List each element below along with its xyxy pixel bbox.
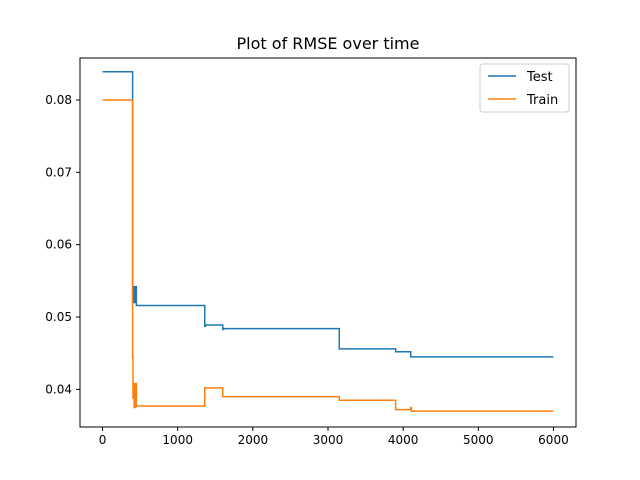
legend-label-test: Test (526, 70, 553, 85)
x-tick-label: 4000 (388, 433, 419, 447)
x-tick-label: 3000 (313, 433, 344, 447)
y-tick-label: 0.04 (45, 382, 72, 396)
x-tick-label: 0 (99, 433, 107, 447)
x-tick-label: 6000 (538, 433, 569, 447)
series-line-test (102, 71, 554, 358)
chart-title: Plot of RMSE over time (237, 34, 420, 53)
y-tick-label: 0.06 (45, 238, 72, 252)
y-tick-label: 0.08 (45, 93, 72, 107)
y-tick-label: 0.07 (45, 165, 72, 179)
legend-label-train: Train (526, 93, 558, 108)
x-axis: 0 1000 2000 3000 4000 5000 6000 (99, 427, 569, 447)
y-axis: 0.04 0.05 0.06 0.07 0.08 (45, 93, 80, 396)
legend: Test Train (479, 63, 570, 113)
x-tick-label: 2000 (238, 433, 269, 447)
x-tick-label: 5000 (463, 433, 494, 447)
y-tick-label: 0.05 (45, 310, 72, 324)
x-tick-label: 1000 (162, 433, 193, 447)
plot-lines (102, 71, 554, 412)
series-line-train (102, 99, 554, 412)
